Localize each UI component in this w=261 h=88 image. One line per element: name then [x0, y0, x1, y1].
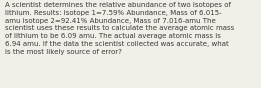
- Text: A scientist determines the relative abundance of two isotopes of
lithium. Result: A scientist determines the relative abun…: [5, 2, 234, 55]
